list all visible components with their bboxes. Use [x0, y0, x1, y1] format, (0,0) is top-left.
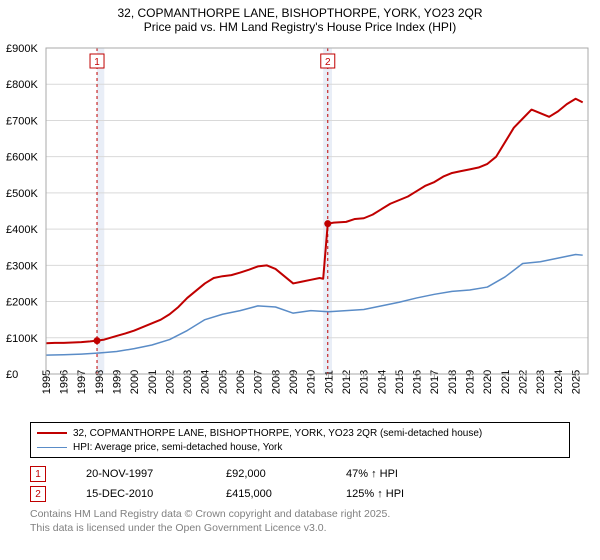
marker-price: £92,000: [226, 468, 346, 480]
legend: 32, COPMANTHORPE LANE, BISHOPTHORPE, YOR…: [30, 422, 570, 458]
chart-title-block: 32, COPMANTHORPE LANE, BISHOPTHORPE, YOR…: [0, 0, 600, 38]
svg-text:2: 2: [325, 57, 331, 68]
svg-text:2023: 2023: [535, 370, 547, 394]
legend-item: HPI: Average price, semi-detached house,…: [37, 440, 563, 454]
svg-text:2005: 2005: [217, 370, 229, 394]
svg-text:£800K: £800K: [6, 79, 38, 91]
marker-row: 1 20-NOV-1997£92,00047% ↑ HPI: [30, 464, 446, 484]
svg-text:2012: 2012: [341, 370, 353, 394]
svg-text:£600K: £600K: [6, 152, 38, 164]
svg-text:£700K: £700K: [6, 115, 38, 127]
line-chart: £0 £100K £200K £300K £400K £500K £600K £700K £80…: [6, 44, 594, 414]
svg-text:2015: 2015: [394, 370, 406, 394]
svg-text:1999: 1999: [111, 370, 123, 394]
marker-badge: 2: [30, 486, 46, 502]
svg-text:1995: 1995: [41, 370, 53, 394]
svg-text:2004: 2004: [200, 370, 212, 394]
svg-text:2021: 2021: [500, 370, 512, 394]
svg-text:2013: 2013: [359, 370, 371, 394]
svg-text:£100K: £100K: [6, 333, 38, 345]
legend-label: HPI: Average price, semi-detached house,…: [73, 442, 282, 453]
marker-row: 2 15-DEC-2010£415,000125% ↑ HPI: [30, 484, 446, 504]
footer-line-1: Contains HM Land Registry data © Crown c…: [30, 508, 390, 522]
svg-text:2006: 2006: [235, 370, 247, 394]
svg-text:2020: 2020: [482, 370, 494, 394]
svg-text:2007: 2007: [253, 370, 265, 394]
marker-badge: 1: [30, 466, 46, 482]
legend-swatch: [37, 432, 67, 434]
svg-text:£0: £0: [6, 369, 18, 381]
svg-text:2022: 2022: [518, 370, 530, 394]
svg-text:2024: 2024: [553, 370, 565, 394]
svg-text:2000: 2000: [129, 370, 141, 394]
svg-text:2014: 2014: [376, 370, 388, 394]
svg-text:£300K: £300K: [6, 260, 38, 272]
marker-table: 1 20-NOV-1997£92,00047% ↑ HPI 2 15-DEC-2010…: [30, 464, 446, 504]
svg-text:£200K: £200K: [6, 297, 38, 309]
marker-date: 20-NOV-1997: [86, 468, 226, 480]
svg-text:2001: 2001: [147, 370, 159, 394]
svg-text:£400K: £400K: [6, 224, 38, 236]
svg-text:£500K: £500K: [6, 188, 38, 200]
svg-text:2018: 2018: [447, 370, 459, 394]
footer-line-2: This data is licensed under the Open Gov…: [30, 522, 390, 536]
svg-text:2008: 2008: [270, 370, 282, 394]
svg-text:2025: 2025: [570, 370, 582, 394]
legend-swatch: [37, 447, 67, 448]
svg-text:1997: 1997: [76, 370, 88, 394]
svg-text:1998: 1998: [94, 370, 106, 394]
marker-pct: 47% ↑ HPI: [346, 468, 446, 480]
marker-price: £415,000: [226, 488, 346, 500]
marker-date: 15-DEC-2010: [86, 488, 226, 500]
marker-pct: 125% ↑ HPI: [346, 488, 446, 500]
svg-text:2002: 2002: [164, 370, 176, 394]
svg-text:1996: 1996: [59, 370, 71, 394]
svg-text:2003: 2003: [182, 370, 194, 394]
chart-container: £0 £100K £200K £300K £400K £500K £600K £700K £80…: [6, 44, 594, 414]
svg-text:2016: 2016: [412, 370, 424, 394]
svg-text:2009: 2009: [288, 370, 300, 394]
legend-item: 32, COPMANTHORPE LANE, BISHOPTHORPE, YOR…: [37, 426, 563, 440]
svg-text:2019: 2019: [465, 370, 477, 394]
svg-text:2010: 2010: [306, 370, 318, 394]
title-line-2: Price paid vs. HM Land Registry's House …: [0, 20, 600, 34]
svg-text:2017: 2017: [429, 370, 441, 394]
svg-text:1: 1: [94, 57, 100, 68]
title-line-1: 32, COPMANTHORPE LANE, BISHOPTHORPE, YOR…: [0, 6, 600, 20]
legend-label: 32, COPMANTHORPE LANE, BISHOPTHORPE, YOR…: [73, 428, 482, 439]
svg-text:£900K: £900K: [6, 44, 38, 55]
footer-attribution: Contains HM Land Registry data © Crown c…: [30, 508, 390, 535]
